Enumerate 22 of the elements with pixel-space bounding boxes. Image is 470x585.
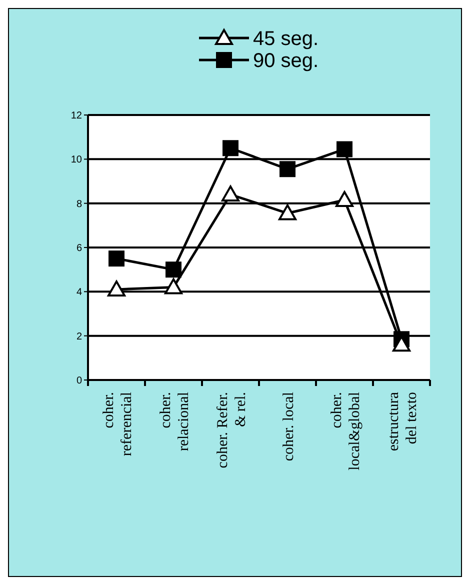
legend-label: 45 seg. (253, 28, 319, 50)
point (166, 262, 182, 278)
point (164, 278, 182, 294)
y-tick-label: 2 (76, 331, 82, 342)
point (278, 204, 296, 220)
y-tick-label: 8 (76, 198, 82, 210)
point (108, 250, 124, 267)
point (108, 280, 126, 296)
point (336, 191, 354, 208)
point (336, 141, 352, 158)
legend-label: 90 seg. (253, 50, 319, 72)
y-tick-label: 0 (76, 376, 82, 386)
y-tick-label: 12 (70, 110, 82, 122)
x-tick-label: coher. referencial (100, 392, 135, 456)
point (280, 161, 296, 178)
y-tick-label: 10 (70, 154, 82, 166)
point (222, 140, 238, 156)
point (222, 186, 240, 202)
x-tick-label: coher. local (280, 392, 297, 462)
x-tick-label: coher. Refer. & rel. (214, 392, 249, 468)
y-tick-label: 4 (76, 287, 82, 298)
y-tick-label: 6 (76, 243, 82, 254)
